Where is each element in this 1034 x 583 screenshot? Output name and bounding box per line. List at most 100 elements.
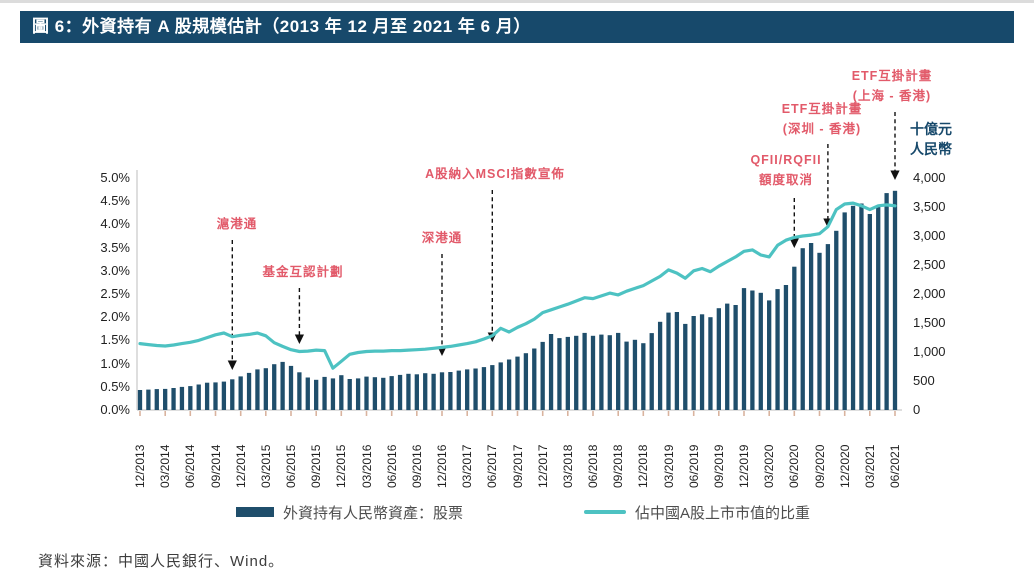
event-annotation-label: (深圳 - 香港): [782, 122, 862, 136]
holdings-bar: [657, 321, 663, 410]
event-annotation-label: QFII/RQFII: [750, 153, 822, 167]
holdings-bar: [196, 384, 201, 410]
holdings-bar: [884, 193, 889, 410]
x-axis-quarter-label: 12/2015: [334, 444, 348, 488]
holdings-bar: [741, 288, 747, 410]
holdings-bar: [188, 386, 193, 410]
holdings-bar: [456, 370, 461, 410]
x-axis-quarter-label: 03/2020: [762, 444, 776, 488]
holdings-bar: [699, 314, 705, 410]
x-axis-quarter-label: 09/2019: [712, 444, 726, 488]
holdings-bar: [607, 335, 612, 410]
holdings-bar: [733, 305, 738, 410]
x-axis-quarter-label: 03/2019: [662, 444, 676, 488]
holdings-bar: [674, 312, 680, 410]
top-divider: [0, 0, 1034, 3]
left-axis-tick: 2.5%: [100, 286, 130, 301]
holdings-bar: [750, 290, 755, 410]
event-arrow-head: [294, 334, 304, 344]
holdings-bar: [498, 362, 503, 410]
legend-item-line: 佔中國A股上市市值的比重: [584, 502, 810, 522]
holdings-bar: [582, 332, 587, 410]
event-arrow-head: [789, 238, 799, 248]
holdings-bar: [716, 308, 721, 410]
holdings-bar: [850, 205, 856, 410]
left-axis-tick: 2.0%: [100, 309, 130, 324]
holdings-bar: [280, 361, 285, 410]
holdings-bar: [808, 243, 814, 410]
holdings-bar: [246, 372, 252, 410]
holdings-bar: [137, 390, 143, 410]
right-axis-tick: 1,000: [913, 344, 946, 359]
holdings-bar: [389, 376, 394, 410]
x-axis-quarter-label: 12/2017: [536, 444, 550, 488]
x-axis-quarter-label: 03/2021: [863, 444, 877, 488]
holdings-bar: [691, 316, 696, 410]
event-arrow-head: [890, 170, 900, 180]
holdings-bar: [397, 374, 403, 410]
x-axis-quarter-label: 09/2017: [511, 444, 525, 488]
holdings-bar: [355, 378, 361, 410]
right-axis-tick: 2,500: [913, 257, 946, 272]
holdings-bar: [314, 379, 319, 410]
event-annotation-label: (上海 - 香港): [852, 89, 932, 103]
holdings-bar: [725, 303, 730, 410]
holdings-bar: [238, 376, 243, 410]
x-axis-quarter-label: 06/2017: [485, 444, 499, 488]
x-axis-quarter-label: 12/2020: [838, 444, 852, 488]
holdings-bar: [221, 381, 227, 410]
holdings-bar: [272, 364, 277, 410]
holdings-bar: [548, 334, 554, 410]
right-axis-tick: 4,000: [913, 170, 946, 185]
holdings-bar: [825, 244, 831, 410]
x-axis-quarter-label: 09/2020: [813, 444, 827, 488]
holdings-bar: [213, 382, 218, 410]
holdings-bar: [632, 339, 638, 410]
right-axis-unit-line2: 人民幣: [910, 141, 952, 157]
x-axis-quarter-label: 09/2015: [309, 444, 323, 488]
holdings-bar: [557, 338, 562, 410]
holdings-bar: [448, 372, 453, 410]
holdings-bar: [431, 373, 436, 411]
x-axis-quarter-label: 12/2016: [435, 444, 449, 488]
holdings-bar: [792, 266, 797, 410]
holdings-bar: [783, 285, 789, 410]
left-axis-tick: 0.5%: [100, 379, 130, 394]
holdings-bar: [817, 252, 822, 410]
x-axis-quarter-label: 06/2016: [385, 444, 399, 488]
holdings-bar: [641, 343, 646, 410]
x-axis-quarter-label: 12/2018: [636, 444, 650, 488]
event-annotation-label: ETF互掛計畫: [851, 69, 933, 83]
x-axis-quarter-label: 03/2015: [259, 444, 273, 488]
x-axis-quarter-label: 06/2015: [284, 444, 298, 488]
x-axis-quarter-label: 06/2019: [687, 444, 701, 488]
x-axis-quarter-label: 06/2021: [888, 444, 902, 488]
holdings-bar: [758, 292, 763, 410]
event-annotation-label: ETF互掛計畫: [781, 102, 863, 116]
right-axis-tick: 3,000: [913, 228, 946, 243]
holdings-bar: [163, 388, 168, 410]
event-annotation-label: 額度取消: [758, 173, 813, 187]
holdings-bar: [683, 323, 688, 410]
holdings-bar: [297, 372, 302, 410]
holdings-bar: [179, 386, 185, 410]
legend-item-bars: 外資持有人民幣資產：股票: [236, 502, 463, 522]
holdings-bar: [876, 205, 881, 410]
holdings-bar: [490, 365, 495, 410]
left-axis-tick: 3.5%: [100, 240, 130, 255]
source-text: 資料來源：中國人民銀行、Wind。: [38, 553, 285, 570]
event-annotation-label: 滬港通: [216, 217, 258, 231]
holdings-bar: [473, 368, 478, 410]
holdings-bar: [288, 365, 294, 410]
x-axis-quarter-label: 06/2014: [183, 444, 197, 488]
holdings-bar: [834, 230, 839, 410]
right-axis-tick: 2,000: [913, 286, 946, 301]
x-axis-quarter-label: 12/2013: [133, 444, 147, 488]
x-axis-quarter-label: 06/2018: [586, 444, 600, 488]
holdings-bar: [347, 379, 352, 410]
event-annotation-label: A股納入MSCI指數宣佈: [425, 167, 565, 181]
holdings-bar: [322, 376, 327, 410]
left-axis-tick: 4.0%: [100, 216, 130, 231]
x-axis-quarter-label: 09/2014: [209, 444, 223, 488]
